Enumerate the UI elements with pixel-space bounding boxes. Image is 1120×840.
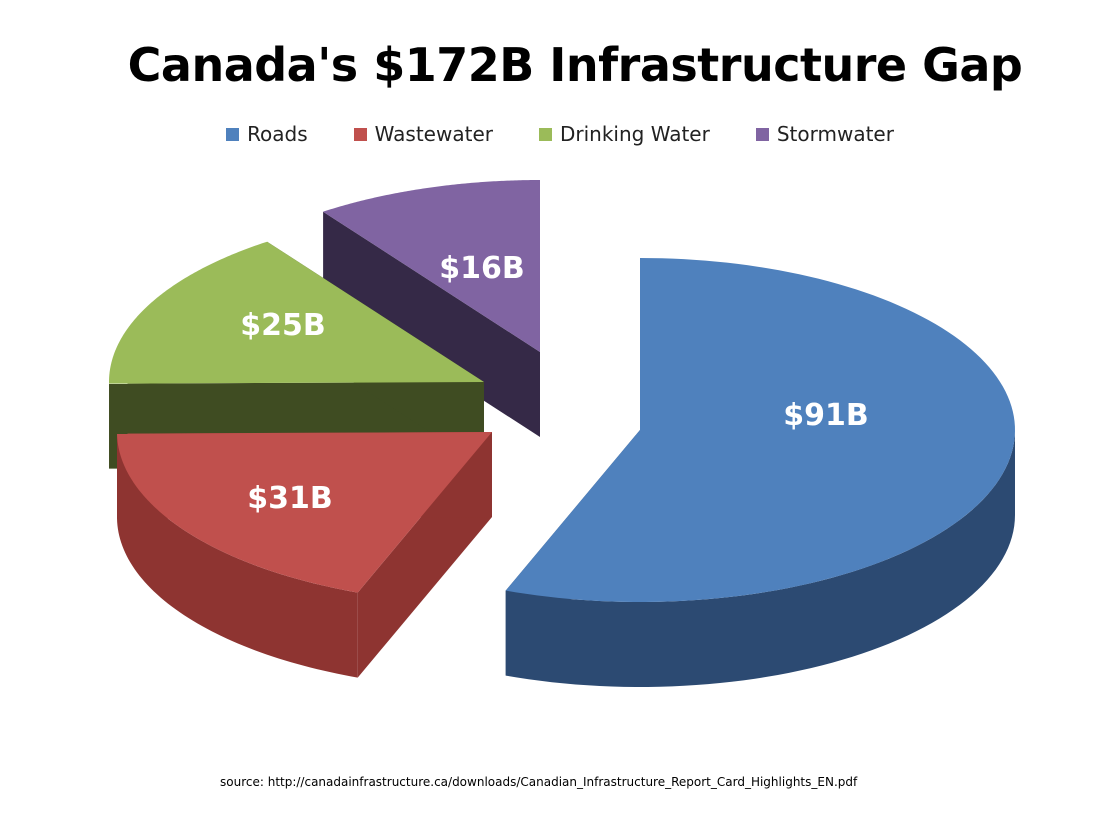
legend-item-wastewater: Wastewater — [353, 122, 493, 146]
legend-swatch — [226, 127, 240, 141]
chart-title: Canada's $172B Infrastructure Gap — [127, 38, 1023, 92]
legend-item-drinking-water: Drinking Water — [538, 122, 710, 146]
data-label-stormwater: $16B — [439, 251, 525, 286]
legend-swatch — [755, 127, 769, 141]
source-note: source: http://canadainfrastructure.ca/d… — [220, 775, 858, 789]
legend-swatch — [538, 127, 552, 141]
slice-stormwater-cut-face — [323, 211, 540, 437]
legend-label: Stormwater — [776, 122, 894, 146]
legend-item-stormwater: Stormwater — [755, 122, 894, 146]
data-label-wastewater: $31B — [247, 481, 333, 516]
data-label-drinking-water: $25B — [240, 308, 326, 343]
slice-wastewater-side-wall — [117, 433, 358, 678]
data-label-roads: $91B — [783, 398, 869, 433]
legend-swatch — [353, 127, 367, 141]
legend-label: Roads — [247, 122, 308, 146]
legend-label: Drinking Water — [559, 122, 710, 146]
slice-roads — [505, 258, 1015, 602]
legend-item-roads: Roads — [226, 122, 308, 146]
legend: Roads Wastewater Drinking Water Stormwat… — [0, 122, 1120, 146]
slice-stormwater — [323, 180, 540, 352]
legend-label: Wastewater — [374, 122, 493, 146]
slice-wastewater — [117, 432, 493, 593]
slice-roads-side-wall — [505, 430, 1015, 687]
slice-drinking-water — [109, 241, 484, 384]
